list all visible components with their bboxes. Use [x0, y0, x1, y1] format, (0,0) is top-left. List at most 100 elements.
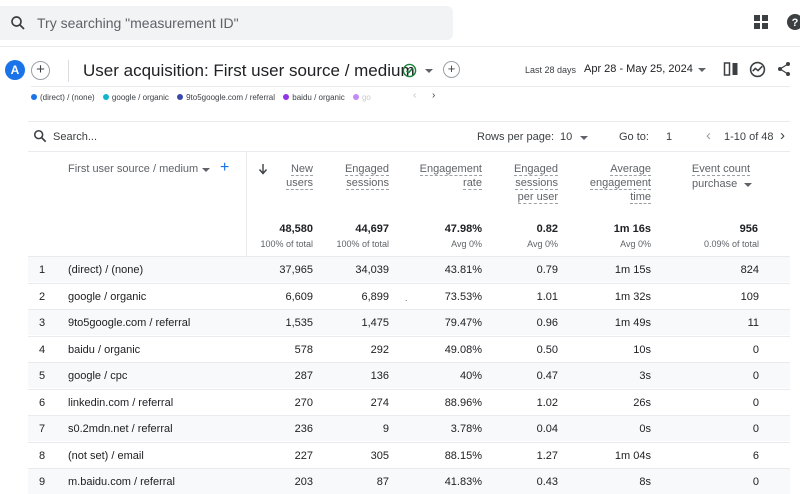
row-engaged-per-user: 1.01 — [536, 290, 558, 303]
table-row[interactable]: 2 google / organic 6,609 6,899 73.53% 1.01 1m … — [28, 282, 790, 309]
row-engaged-sessions: 292 — [370, 343, 389, 356]
engaged-sessions-header[interactable]: Engaged sessions — [320, 162, 389, 190]
engaged-per-user-header[interactable]: Engaged sessions per user — [490, 162, 558, 204]
cursor-dot: . — [405, 293, 408, 303]
event-filter-select[interactable]: purchase — [692, 178, 738, 190]
row-dimension[interactable]: m.baidu.com / referral — [68, 476, 175, 488]
row-avg-time: 1m 15s — [614, 264, 651, 276]
row-event-count: 0 — [752, 423, 759, 435]
new-users-header[interactable]: New users — [250, 162, 313, 190]
search-icon — [11, 16, 25, 30]
legend-prev-icon[interactable]: ‹ — [413, 90, 417, 101]
table-row[interactable]: 3 9to5google.com / referral 1,535 1,475 79.4… — [28, 309, 790, 335]
row-avg-time: 26s — [633, 396, 651, 409]
table-row[interactable]: 7 s0.2mdn.net / referral 236 9 3.78% 0.04 0s 0 — [28, 415, 790, 441]
total-engaged-per-user: 0.82 — [536, 223, 558, 235]
chart-legend: (direct) / (none) google / organic 9to5g… — [31, 93, 377, 102]
row-dimension[interactable]: (not set) / email — [68, 449, 144, 462]
share-icon[interactable] — [776, 61, 792, 77]
event-count-header[interactable]: Event count — [668, 162, 750, 176]
global-search-bar[interactable]: Try searching "measurement ID" — [0, 6, 453, 40]
add-dimension-button[interactable]: + — [220, 159, 230, 176]
row-index: 6 — [39, 396, 46, 409]
row-new-users: 203 — [294, 476, 313, 488]
page-title: User acquisition: First user source / me… — [83, 61, 415, 80]
legend-dot-icon — [102, 94, 109, 100]
goto-input[interactable]: 1 — [666, 131, 673, 143]
dimension-dropdown-caret-icon[interactable] — [202, 168, 210, 172]
table-row[interactable]: 8 (not set) / email 227 305 88.15% 1.27 1m 04s… — [28, 441, 790, 468]
property-avatar[interactable]: A — [5, 60, 25, 80]
row-engaged-sessions: 1,475 — [361, 317, 389, 329]
add-filter-button[interactable]: + — [443, 61, 460, 78]
row-dimension[interactable]: baidu / organic — [68, 343, 141, 356]
rows-per-page-caret-icon[interactable] — [580, 136, 588, 140]
row-engaged-per-user: 0.04 — [536, 423, 558, 435]
legend-item[interactable]: go — [352, 93, 371, 102]
help-icon[interactable]: ? — [786, 13, 800, 31]
row-engagement-rate: 49.08% — [444, 343, 482, 356]
dimension-column-header[interactable]: First user source / medium — [68, 163, 199, 175]
compare-columns-icon[interactable] — [723, 61, 739, 77]
engagement-rate-header[interactable]: Engagement rate — [400, 162, 482, 190]
legend-item[interactable]: 9to5google.com / referral — [177, 93, 275, 102]
row-new-users: 1,535 — [285, 317, 313, 329]
legend-item[interactable]: google / organic — [102, 93, 169, 102]
date-range[interactable]: Apr 28 - May 25, 2024 — [584, 63, 693, 75]
header-line: Engagement — [419, 163, 482, 176]
row-dimension[interactable]: linkedin.com / referral — [68, 396, 174, 409]
row-engagement-rate: 88.96% — [444, 396, 482, 409]
row-engaged-per-user: 0.79 — [536, 264, 558, 276]
legend-next-icon[interactable]: › — [432, 90, 436, 101]
row-avg-time: 1m 49s — [614, 317, 651, 329]
legend-item[interactable]: baidu / organic — [283, 93, 345, 102]
total-engagement-rate-sub: Avg 0% — [451, 239, 482, 249]
row-index: 5 — [39, 370, 46, 382]
legend-dot-icon — [352, 94, 359, 100]
table-row[interactable]: 4 baidu / organic 578 292 49.08% 0.50 10s 0 — [28, 335, 790, 362]
row-index: 3 — [39, 317, 46, 329]
row-dimension[interactable]: 9to5google.com / referral — [68, 317, 191, 329]
legend-dot-icon — [31, 94, 37, 100]
insights-icon[interactable] — [749, 61, 766, 78]
table-row[interactable]: 9 m.baidu.com / referral 203 87 41.83% 0.43 8s… — [28, 468, 790, 494]
row-engaged-sessions: 9 — [382, 423, 389, 435]
prev-page-icon[interactable]: ‹ — [706, 127, 711, 144]
row-event-count: 824 — [740, 264, 759, 276]
header-line: engagement — [589, 177, 651, 190]
row-avg-time: 8s — [639, 476, 651, 488]
row-engaged-sessions: 87 — [376, 476, 389, 488]
apps-grid-icon[interactable] — [753, 14, 769, 30]
table-row[interactable]: 6 linkedin.com / referral 270 274 88.96% 1.02… — [28, 388, 790, 415]
row-event-count: 109 — [740, 290, 759, 303]
table-row[interactable]: 1 (direct) / (none) 37,965 34,039 43.81% 0.79… — [28, 256, 790, 282]
date-dropdown-caret-icon[interactable] — [698, 68, 706, 72]
row-index: 8 — [39, 449, 46, 462]
row-engagement-rate: 40% — [459, 370, 482, 382]
table-top-border — [28, 121, 790, 122]
row-new-users: 227 — [294, 449, 313, 462]
row-new-users: 578 — [294, 343, 313, 356]
avg-engagement-time-header[interactable]: Average engagement time — [570, 162, 651, 204]
row-new-users: 236 — [294, 423, 313, 435]
rows-per-page-select[interactable]: 10 — [560, 131, 573, 143]
row-index: 7 — [39, 423, 46, 435]
total-avg-time-sub: Avg 0% — [620, 239, 651, 249]
dimension-column-divider — [246, 152, 247, 256]
event-filter-caret-icon[interactable] — [744, 183, 752, 187]
legend-label: baidu / organic — [292, 93, 345, 102]
add-comparison-button[interactable]: + — [31, 61, 50, 80]
row-dimension[interactable]: google / cpc — [68, 370, 128, 382]
table-search-input[interactable]: Search... — [53, 131, 98, 143]
header-line: time — [630, 191, 651, 204]
row-new-users: 287 — [294, 370, 313, 382]
row-dimension[interactable]: (direct) / (none) — [68, 264, 144, 276]
sort-arrow-down-icon[interactable] — [258, 163, 268, 175]
row-dimension[interactable]: google / organic — [68, 290, 147, 303]
next-page-icon[interactable]: › — [780, 127, 785, 144]
rows-per-page-label: Rows per page: — [477, 131, 555, 143]
table-row[interactable]: 5 google / cpc 287 136 40% 0.47 3s 0 — [28, 362, 790, 388]
legend-item[interactable]: (direct) / (none) — [31, 93, 95, 102]
row-dimension[interactable]: s0.2mdn.net / referral — [68, 423, 173, 435]
title-dropdown-caret-icon[interactable] — [425, 69, 433, 73]
